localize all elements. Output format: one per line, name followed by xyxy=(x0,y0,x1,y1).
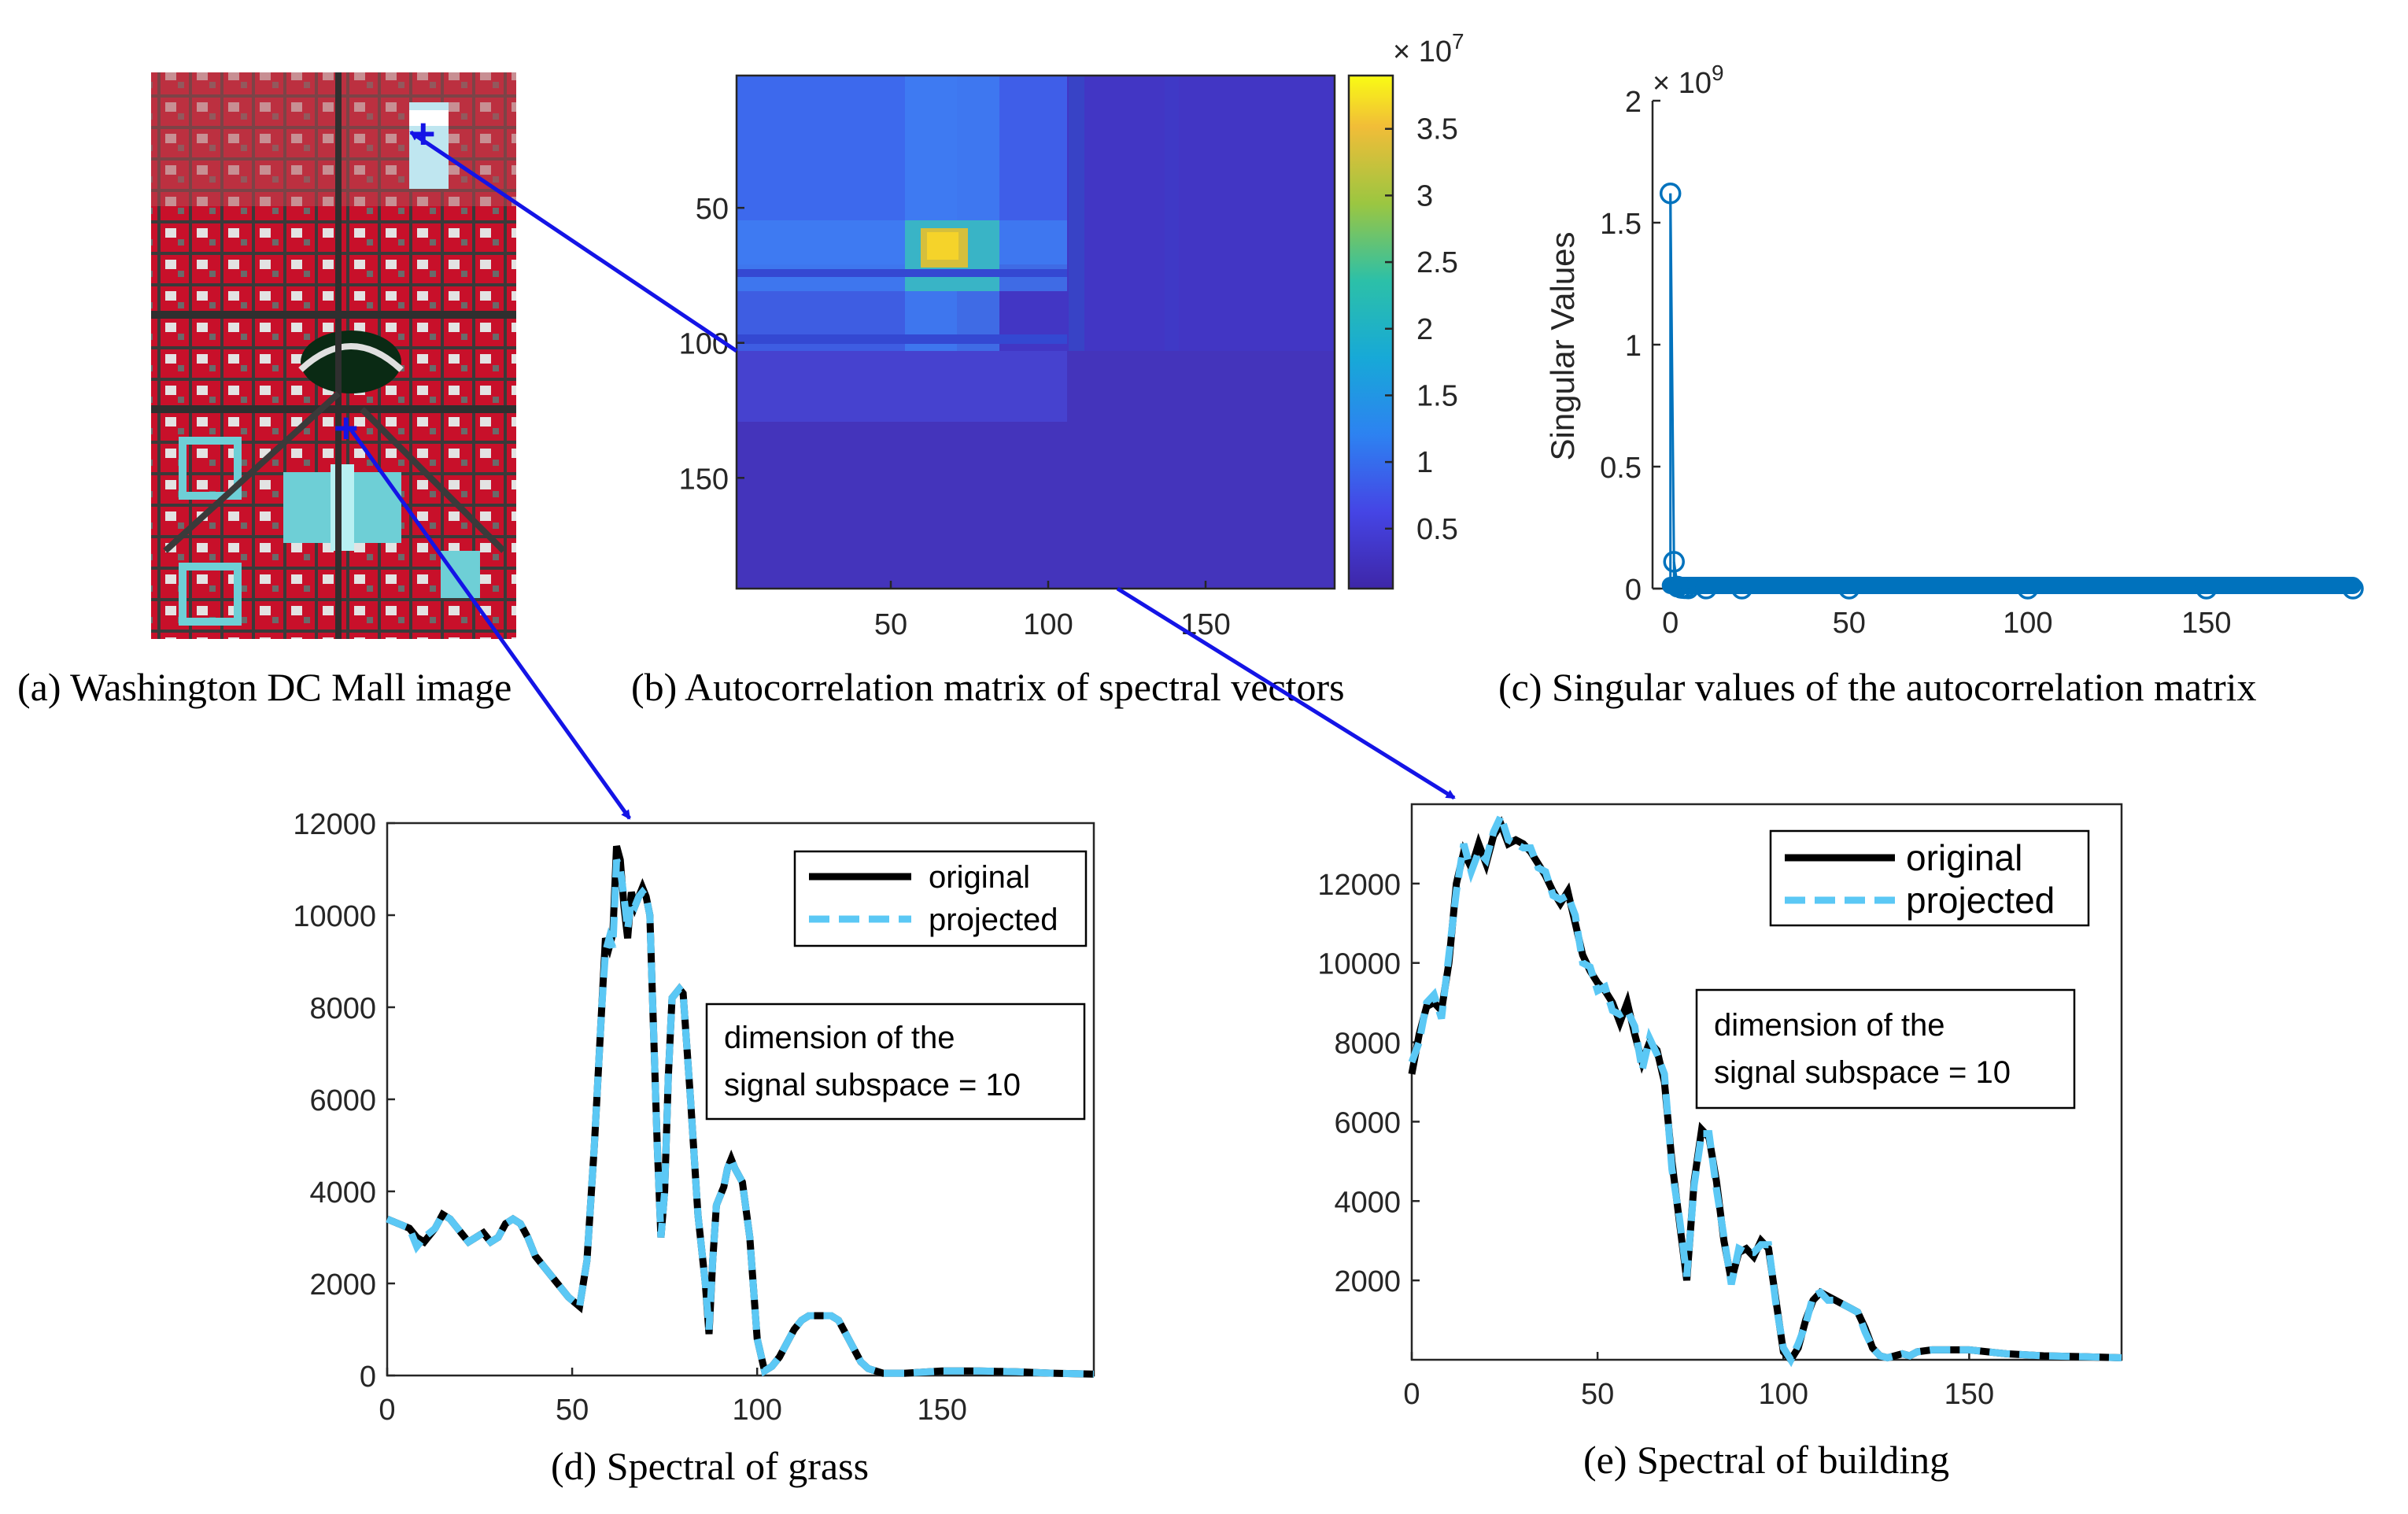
e-note: dimension of the signal subspace = 10 xyxy=(1695,988,2076,1110)
heatmap-xtick-label: 150 xyxy=(1180,608,1230,641)
d-ytick-label: 10000 xyxy=(293,900,376,933)
c-xtick-label: 0 xyxy=(1662,607,1679,640)
d-xtick-label: 100 xyxy=(732,1394,781,1427)
e-ytick-label: 8000 xyxy=(1334,1028,1401,1061)
e-ytick-label: 4000 xyxy=(1334,1186,1401,1219)
e-yticks: 12000 10000 8000 6000 4000 2000 xyxy=(1317,869,1420,1298)
singular-value-marker xyxy=(1730,578,1753,600)
colorbar-tick-label: 3.5 xyxy=(1416,113,1458,146)
e-note-line2: signal subspace = 10 xyxy=(1714,1055,2011,1090)
arrow-grass-to-d xyxy=(349,428,632,820)
e-note-line1: dimension of the xyxy=(1714,1008,1945,1043)
e-line-projected xyxy=(1408,806,2122,1368)
d-xtick-label: 150 xyxy=(918,1394,967,1427)
e-xticks: 0 50 100 150 xyxy=(1403,1352,1994,1411)
d-ytick-label: 2000 xyxy=(309,1268,376,1302)
caption-c: (c) Singular values of the autocorrelati… xyxy=(1498,665,2257,709)
e-ytick-label: 12000 xyxy=(1317,869,1401,902)
heatmap-colorbar xyxy=(1347,74,1394,590)
c-ytick-label: 0.5 xyxy=(1600,452,1642,485)
heatmap-yticks: 50 100 150 xyxy=(679,193,744,496)
c-exponent: × 109 xyxy=(1653,61,1724,100)
singular-value-curve xyxy=(1669,193,1682,589)
c-ylabel: Singular Values xyxy=(1544,231,1581,460)
d-legend: original projected xyxy=(793,850,1088,947)
colorbar-exponent: × 107 xyxy=(1393,29,1464,68)
d-ytick-label: 4000 xyxy=(309,1176,376,1209)
singular-value-marker xyxy=(1837,578,1860,600)
d-line-projected xyxy=(386,859,1095,1378)
c-ytick-label: 0 xyxy=(1625,574,1642,607)
colorbar-ticks: 3.5 3 2.5 2 1.5 1 0.5 xyxy=(1385,113,1458,546)
c-ytick-label: 1 xyxy=(1625,330,1642,363)
c-xticks: 0 50 100 150 xyxy=(1662,581,2232,640)
colorbar-tick-label: 2 xyxy=(1416,313,1433,346)
d-xtick-label: 0 xyxy=(379,1394,395,1427)
e-legend: original projected xyxy=(1769,829,2090,927)
d-note-line1: dimension of the xyxy=(724,1021,955,1055)
d-xtick-label: 50 xyxy=(556,1394,589,1427)
colorbar-tick-label: 1 xyxy=(1416,446,1433,479)
panel-e: 12000 10000 8000 6000 4000 2000 0 50 100 150 ori… xyxy=(1317,803,2123,1482)
caption-a: (a) Washington DC Mall image xyxy=(17,665,512,709)
caption-d: (d) Spectral of grass xyxy=(551,1444,869,1488)
panel-c: 2 1.5 1 0.5 0 0 50 100 150 × 109 Singular Value… xyxy=(1498,61,2364,709)
heatmap-ytick-label: 150 xyxy=(679,463,729,496)
e-ytick-label: 10000 xyxy=(1317,948,1401,981)
colorbar-tick-label: 3 xyxy=(1416,179,1433,212)
d-ytick-label: 0 xyxy=(360,1361,376,1394)
d-legend-projected: projected xyxy=(929,903,1058,937)
heatmap-ytick-label: 100 xyxy=(679,328,729,361)
d-xticks: 0 50 100 150 xyxy=(379,1368,967,1427)
singular-value-stems xyxy=(1659,183,2364,600)
e-xtick-label: 0 xyxy=(1403,1378,1420,1411)
singular-value-marker xyxy=(1695,578,1717,600)
c-xtick-label: 50 xyxy=(1833,607,1866,640)
d-legend-original: original xyxy=(929,860,1030,895)
connector-arrows xyxy=(349,130,1456,820)
c-ytick-label: 2 xyxy=(1625,86,1642,119)
heatmap-xticks: 50 100 150 xyxy=(874,581,1231,641)
e-legend-projected: projected xyxy=(1906,880,2055,921)
washington-mall-image xyxy=(151,72,516,639)
heatmap-ytick-label: 50 xyxy=(696,193,729,226)
c-xtick-label: 150 xyxy=(2181,607,2231,640)
singular-value-marker xyxy=(2017,578,2039,600)
panel-d: 12000 10000 8000 6000 4000 2000 0 0 50 100 150 or… xyxy=(293,808,1095,1488)
c-xtick-label: 100 xyxy=(2003,607,2052,640)
singular-value-marker xyxy=(2196,578,2218,600)
c-yticks: 2 1.5 1 0.5 0 xyxy=(1600,86,1660,607)
colorbar-tick-label: 2.5 xyxy=(1416,246,1458,279)
heatmap xyxy=(737,76,1335,589)
marker-grass: + xyxy=(334,404,359,452)
d-ytick-label: 8000 xyxy=(309,992,376,1025)
singular-value-marker xyxy=(2342,578,2364,600)
colorbar-tick-label: 0.5 xyxy=(1416,513,1458,546)
heatmap-axes xyxy=(735,74,1336,590)
d-ytick-label: 12000 xyxy=(293,808,376,841)
e-ytick-label: 2000 xyxy=(1334,1265,1401,1298)
e-xtick-label: 50 xyxy=(1581,1378,1614,1411)
c-ytick-label: 1.5 xyxy=(1600,208,1642,241)
e-legend-original: original xyxy=(1906,837,2022,878)
arrow-heatmap-to-e xyxy=(1116,586,1456,800)
caption-e: (e) Spectral of building xyxy=(1583,1438,1949,1482)
colorbar-tick-label: 1.5 xyxy=(1416,379,1458,412)
panel-a: + + (a) Washington DC Mall image xyxy=(17,72,516,709)
d-yticks: 12000 10000 8000 6000 4000 2000 0 xyxy=(293,808,395,1394)
d-note: dimension of the signal subspace = 10 xyxy=(705,1003,1086,1121)
e-xtick-label: 100 xyxy=(1759,1378,1808,1411)
heatmap-xtick-label: 50 xyxy=(874,608,907,641)
caption-b: (b) Autocorrelation matrix of spectral v… xyxy=(631,665,1345,709)
heatmap-xtick-label: 100 xyxy=(1023,608,1073,641)
e-axes xyxy=(1410,803,2123,1361)
d-ytick-label: 6000 xyxy=(309,1084,376,1117)
arrow-heatmap-to-building xyxy=(409,130,738,353)
e-ytick-label: 6000 xyxy=(1334,1106,1401,1139)
e-xtick-label: 150 xyxy=(1944,1378,1994,1411)
d-note-line2: signal subspace = 10 xyxy=(724,1068,1021,1102)
